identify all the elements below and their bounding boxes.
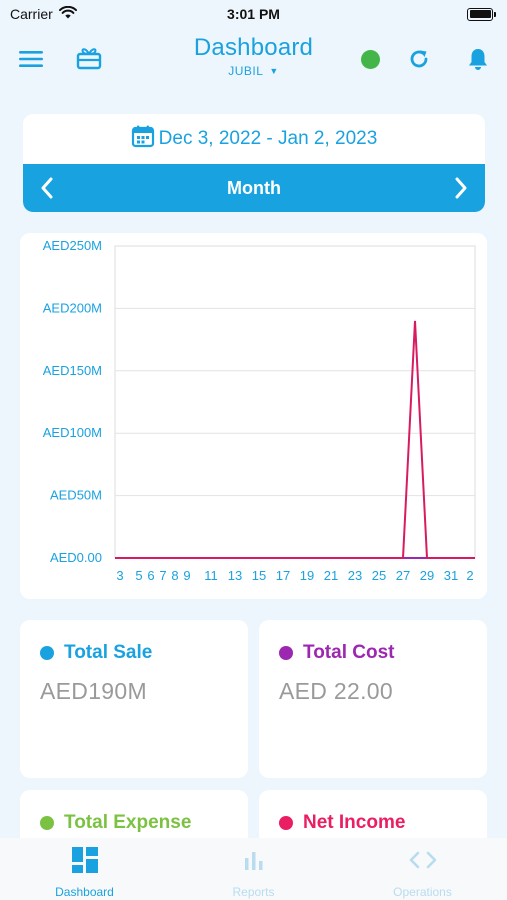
x-tick-label: 3 <box>116 568 123 583</box>
app-header: Dashboard JUBIL ▼ <box>0 30 507 90</box>
wifi-icon <box>58 5 77 22</box>
total-sale-dot <box>40 646 54 660</box>
metric-label: Total Expense <box>64 812 192 833</box>
sales-line-chart: AED250M AED200M AED150M AED100M AED50M AED0.0… <box>43 238 476 583</box>
x-tick-label: 13 <box>228 568 242 583</box>
calendar-icon <box>131 124 155 154</box>
date-range-label: Dec 3, 2022 - Jan 2, 2023 <box>158 128 378 149</box>
x-tick-label: 29 <box>420 568 434 583</box>
x-tick-label: 31 <box>444 568 458 583</box>
tab-operations[interactable]: Operations <box>338 838 507 900</box>
gift-icon[interactable] <box>76 45 102 71</box>
menu-icon[interactable] <box>18 48 44 70</box>
chevron-left-icon[interactable] <box>35 176 59 200</box>
tab-dashboard[interactable]: Dashboard <box>0 838 169 900</box>
battery-icon <box>467 7 496 21</box>
dashboard-icon <box>71 846 99 879</box>
plot-frame <box>114 245 476 559</box>
x-tick-label: 23 <box>348 568 362 583</box>
bar-chart-icon <box>240 846 268 879</box>
metric-value: AED190M <box>40 678 147 704</box>
status-dot <box>360 49 380 69</box>
series-line-0 <box>115 320 475 559</box>
y-tick-label: AED100M <box>43 425 102 440</box>
period-label: Month <box>227 177 281 198</box>
caret-down-icon: ▼ <box>269 66 279 76</box>
tab-label: Operations <box>393 885 452 899</box>
metric-card-total-sale[interactable]: Total Sale AED190M <box>20 620 248 778</box>
y-tick-label: AED0.00 <box>50 550 102 565</box>
x-tick-label: 11 <box>204 568 218 583</box>
header-title-group[interactable]: Dashboard JUBIL ▼ <box>0 34 507 78</box>
x-tick-label: 21 <box>324 568 338 583</box>
code-icon <box>407 846 439 879</box>
x-tick-label: 7 <box>159 568 166 583</box>
metric-card-total-cost[interactable]: Total Cost AED 22.00 <box>259 620 487 778</box>
status-bar: Carrier 3:01 PM <box>0 0 507 28</box>
metric-label: Total Sale <box>64 642 153 663</box>
date-range-card: Dec 3, 2022 - Jan 2, 2023 Month <box>23 114 485 212</box>
x-tick-label: 9 <box>183 568 190 583</box>
x-tick-label: 19 <box>300 568 314 583</box>
metric-label: Net Income <box>303 812 406 833</box>
bell-icon[interactable] <box>466 46 490 72</box>
date-range-picker[interactable]: Dec 3, 2022 - Jan 2, 2023 <box>23 114 485 164</box>
page-title: Dashboard <box>193 34 314 61</box>
x-tick-label: 17 <box>276 568 290 583</box>
metric-value: AED 22.00 <box>279 678 393 704</box>
x-tick-label: 2 <box>466 568 473 583</box>
sales-chart-card: AED250M AED200M AED150M AED100M AED50M AED0.0… <box>20 233 487 599</box>
bottom-tab-bar: Dashboard Reports Operations <box>0 838 507 900</box>
y-tick-label: AED200M <box>43 300 102 315</box>
y-tick-label: AED250M <box>43 238 102 253</box>
x-tick-label: 6 <box>147 568 154 583</box>
total-expense-dot <box>40 816 54 830</box>
net-income-dot <box>279 816 293 830</box>
period-selector: Month <box>23 164 485 212</box>
total-cost-dot <box>279 646 293 660</box>
refresh-icon[interactable] <box>407 47 431 71</box>
y-tick-label: AED50M <box>50 488 102 503</box>
carrier-label: Carrier <box>10 6 53 22</box>
x-tick-label: 25 <box>372 568 386 583</box>
tab-reports[interactable]: Reports <box>169 838 338 900</box>
tab-label: Dashboard <box>55 885 114 899</box>
x-tick-label: 15 <box>252 568 266 583</box>
branch-selector[interactable]: JUBIL ▼ <box>0 64 507 78</box>
chevron-right-icon[interactable] <box>449 176 473 200</box>
tab-label: Reports <box>232 885 275 899</box>
branch-name: JUBIL <box>228 64 264 78</box>
x-tick-label: 27 <box>396 568 410 583</box>
x-tick-label: 5 <box>135 568 142 583</box>
x-tick-label: 8 <box>171 568 178 583</box>
metric-label: Total Cost <box>303 642 395 663</box>
online-status-indicator <box>360 49 380 69</box>
y-tick-label: AED150M <box>43 363 102 378</box>
